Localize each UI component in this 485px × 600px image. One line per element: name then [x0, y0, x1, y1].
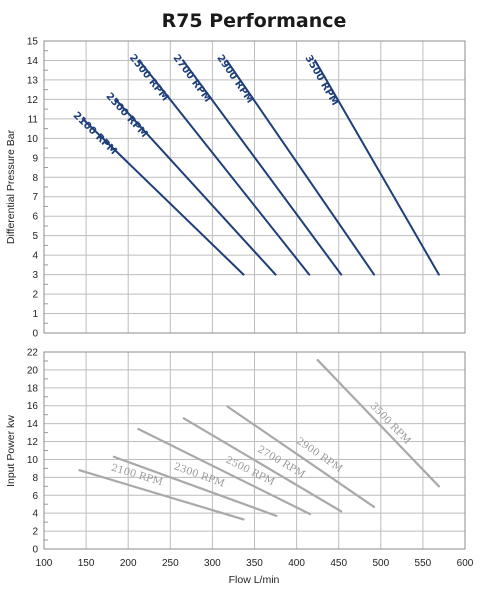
x-tick-label: 450 [330, 558, 347, 569]
power-chart: 0 2 4 6 8 10 12 14 16 18 20 22 100 150 200 250 300 350 400… [5, 348, 474, 570]
y-tick-label: 1 [32, 309, 38, 320]
y-tick-label: 0 [32, 545, 38, 556]
y-tick-label: 14 [27, 56, 39, 67]
series-label: 2100 RPM [71, 110, 119, 157]
y-axis-label: Input Power kw [5, 415, 17, 487]
y-tick-label: 3 [32, 270, 38, 281]
x-tick-label: 400 [288, 558, 305, 569]
y-tick-label: 12 [27, 437, 39, 448]
y-axis-label: Differential Pressure Bar [5, 129, 17, 244]
series-line [314, 59, 440, 276]
y-tick-label: 22 [27, 348, 39, 359]
y-tick-label: 4 [32, 251, 38, 262]
y-tick-label: 12 [27, 95, 39, 106]
series-label: 2300 RPM [172, 461, 226, 489]
series-line [137, 427, 312, 516]
series-line [81, 117, 245, 276]
x-tick-label: 250 [162, 558, 179, 569]
y-tick-label: 14 [27, 419, 39, 430]
y-tick-label: 6 [32, 212, 38, 223]
y-tick-label: 5 [32, 231, 38, 242]
y-tick-label: 15 [27, 37, 39, 48]
x-axis-label: Flow L/min [229, 574, 280, 586]
x-tick-label: 100 [36, 558, 53, 569]
y-tick-label: 10 [27, 134, 39, 145]
y-tick-label: 2 [32, 527, 38, 538]
y-tick-label: 16 [27, 401, 39, 412]
y-tick-label: 6 [32, 491, 38, 502]
series-label: 2300 RPM [103, 91, 149, 140]
y-tick-label: 7 [32, 192, 38, 203]
series-label: 2100 RPM [110, 463, 164, 489]
y-tick-label: 8 [32, 473, 38, 484]
x-tick-label: 350 [246, 558, 263, 569]
x-tick-label: 500 [372, 558, 389, 569]
series-line [138, 59, 311, 276]
x-tick-label: 150 [78, 558, 95, 569]
plot-frame [43, 40, 466, 334]
y-tick-label: 13 [27, 75, 39, 86]
series-line [182, 417, 343, 513]
series-line [181, 59, 343, 276]
y-tick-label: 9 [32, 153, 38, 164]
x-tick-label: 200 [120, 558, 137, 569]
x-tick-label: 550 [415, 558, 432, 569]
y-tick-label: 10 [27, 455, 39, 466]
y-tick-label: 8 [32, 173, 38, 184]
y-tick-label: 11 [28, 114, 39, 125]
x-tick-label: 300 [204, 558, 221, 569]
chart-title: R75 Performance [162, 10, 347, 32]
series-line [316, 358, 440, 488]
series-line [225, 59, 376, 276]
y-tick-label: 2 [32, 290, 38, 301]
series-line [226, 405, 376, 509]
x-tick-label: 600 [457, 558, 474, 569]
series-line [114, 98, 277, 276]
series-line [112, 455, 278, 517]
y-tick-label: 4 [32, 509, 38, 520]
y-tick-label: 20 [27, 365, 39, 376]
y-tick-label: 0 [32, 329, 38, 340]
plot-frame [43, 351, 466, 550]
y-tick-label: 18 [27, 383, 39, 394]
series-line [78, 469, 245, 521]
